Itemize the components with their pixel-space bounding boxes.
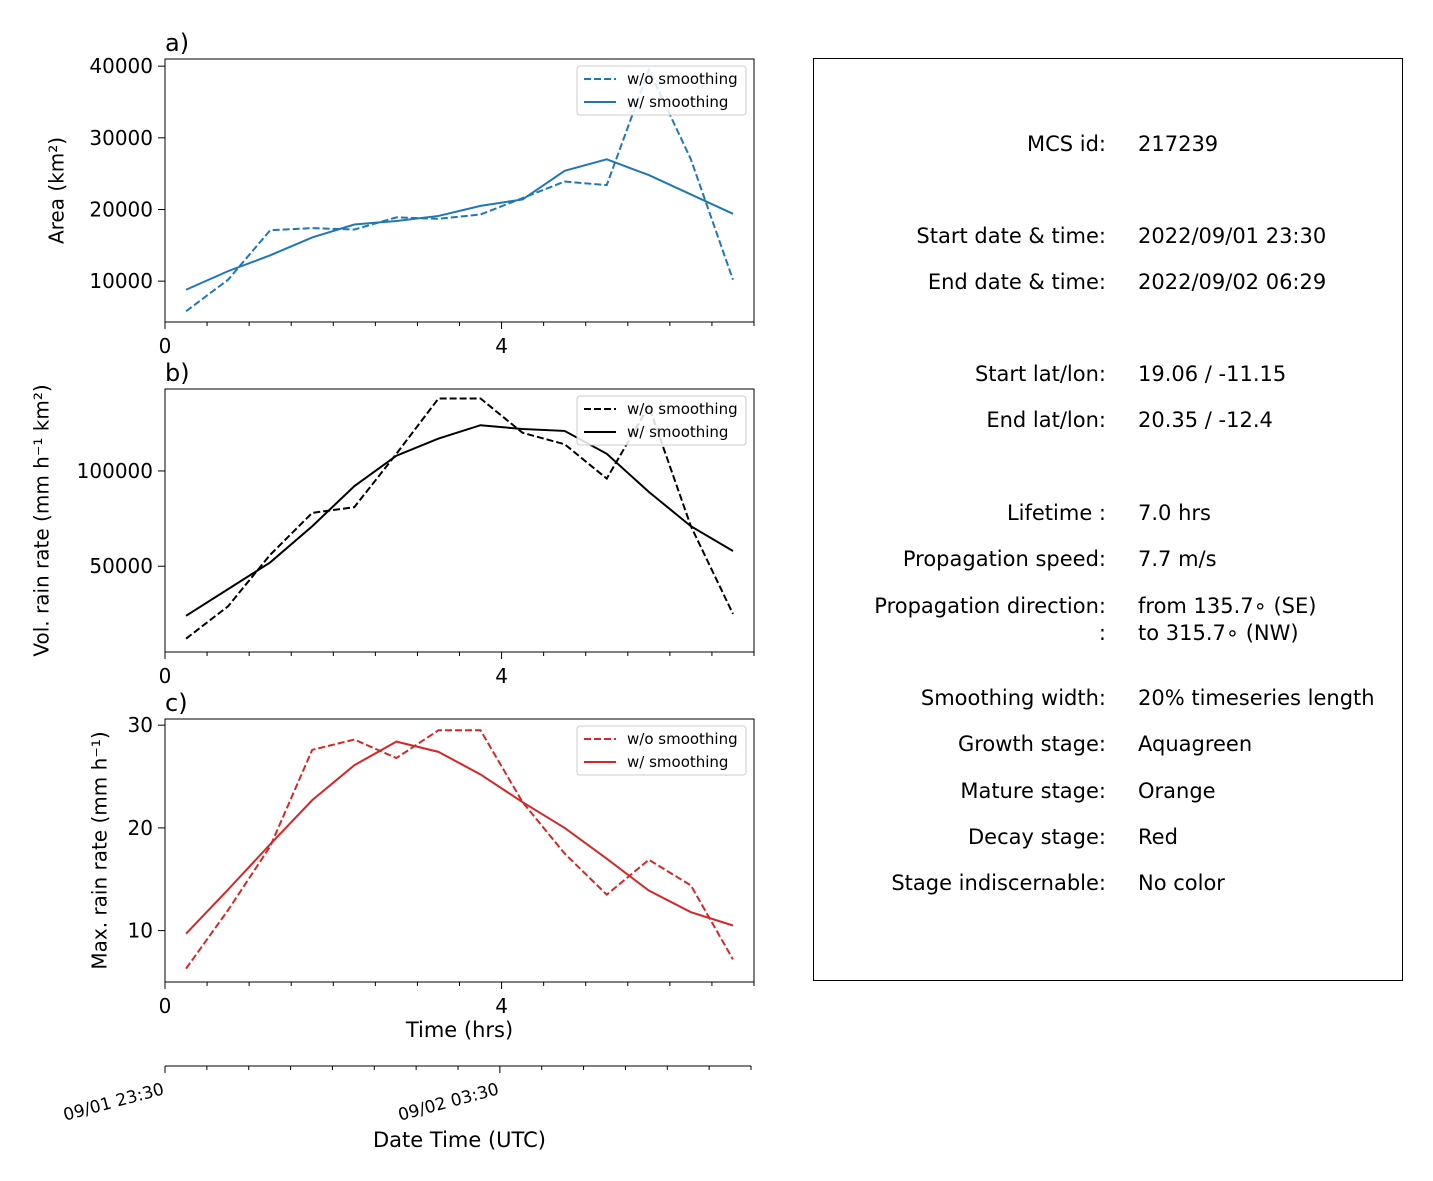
y-tick-label: 100000 <box>77 459 153 483</box>
y-tick-label: 50000 <box>89 554 153 578</box>
info-value: 19.06 / -11.15 <box>1138 362 1287 386</box>
info-label: Lifetime : <box>1006 501 1106 525</box>
legend-label: w/o smoothing <box>627 730 738 748</box>
x-tick-label: 0 <box>159 664 172 688</box>
y-tick-label: 40000 <box>89 54 153 78</box>
legend-label: w/ smoothing <box>627 423 728 441</box>
info-label: Start date & time: <box>916 224 1106 248</box>
y-tick-label: 30 <box>128 713 153 737</box>
info-value: to 315.7∘ (NW) <box>1138 621 1299 645</box>
info-value: from 135.7∘ (SE) <box>1138 594 1317 618</box>
legend-label: w/o smoothing <box>627 400 738 418</box>
x-tick-label: 4 <box>495 664 508 688</box>
info-label: End date & time: <box>927 270 1106 294</box>
info-value: 7.0 hrs <box>1138 501 1211 525</box>
info-value: No color <box>1138 871 1225 895</box>
info-value: Red <box>1138 825 1178 849</box>
series-line-smoothed <box>185 740 734 935</box>
y-tick-label: 20 <box>128 816 153 840</box>
info-label: Stage indiscernable: <box>891 871 1106 895</box>
panel-label: c) <box>165 689 188 717</box>
info-label: Mature stage: <box>960 779 1106 803</box>
legend-box <box>576 725 747 776</box>
panel-label: a) <box>165 29 189 57</box>
mcs-info-panel: MCS id: 217239 Start date & time: 2022/0… <box>813 58 1403 981</box>
y-axis-label: Vol. rain rate (mm h⁻¹ km²) <box>30 384 54 656</box>
x-tick-label: 0 <box>159 334 172 358</box>
info-value: 217239 <box>1138 132 1219 156</box>
legend-label: w/ smoothing <box>627 753 728 771</box>
series-line-raw <box>185 729 734 970</box>
legend-box <box>576 395 747 446</box>
info-value: Orange <box>1138 779 1216 803</box>
y-axis-label: Max. rain rate (mm h⁻¹) <box>88 731 112 969</box>
info-value: Aquagreen <box>1138 732 1253 756</box>
series-line-smoothed <box>185 158 734 291</box>
date-axis-label: Date Time (UTC) <box>373 1128 546 1152</box>
info-label: : <box>1098 621 1106 645</box>
info-label: Growth stage: <box>957 732 1106 756</box>
legend-label: w/o smoothing <box>627 70 738 88</box>
info-value: 2022/09/01 23:30 <box>1138 224 1327 248</box>
info-label: MCS id: <box>1026 132 1106 156</box>
info-value: 20.35 / -12.4 <box>1138 408 1273 432</box>
y-tick-label: 30000 <box>89 126 153 150</box>
date-tick-label: 09/02 03:30 <box>396 1080 501 1126</box>
legend-box <box>576 65 747 116</box>
info-label: Smoothing width: <box>920 686 1106 710</box>
legend-label: w/ smoothing <box>627 93 728 111</box>
info-value: 20% timeseries length <box>1138 686 1375 710</box>
y-tick-label: 10 <box>128 919 153 943</box>
info-value: 2022/09/02 06:29 <box>1138 270 1327 294</box>
y-tick-label: 20000 <box>89 197 153 221</box>
panel-label: b) <box>165 359 190 387</box>
series-line-smoothed <box>185 424 734 617</box>
date-tick-label: 09/01 23:30 <box>61 1080 166 1126</box>
info-label: Decay stage: <box>968 825 1106 849</box>
info-label: End lat/lon: <box>986 408 1106 432</box>
y-axis-label: Area (km²) <box>45 137 69 244</box>
x-tick-label: 0 <box>159 994 172 1018</box>
y-tick-label: 10000 <box>89 269 153 293</box>
x-tick-label: 4 <box>495 994 508 1018</box>
info-label: Propagation direction: <box>874 594 1106 618</box>
info-label: Start lat/lon: <box>974 362 1106 386</box>
x-axis-label: Time (hrs) <box>405 1018 513 1042</box>
info-label: Propagation speed: <box>902 547 1106 571</box>
info-value: 7.7 m/s <box>1138 547 1217 571</box>
x-tick-label: 4 <box>495 334 508 358</box>
